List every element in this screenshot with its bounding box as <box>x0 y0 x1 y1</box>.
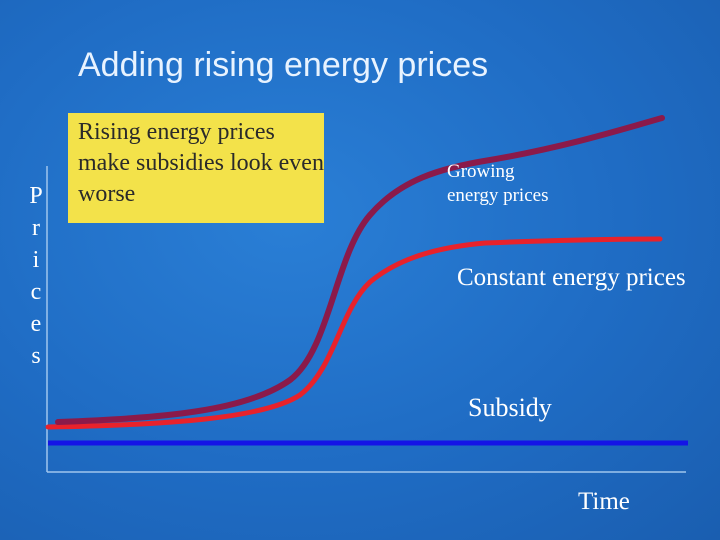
y-axis-letter: s <box>31 343 41 369</box>
subsidy-label: Subsidy <box>468 393 552 422</box>
y-axis-letter: i <box>32 247 40 273</box>
growing-price-curve <box>55 115 665 425</box>
growing-prices-label: Growing energy prices <box>447 161 549 206</box>
y-axis-letter: e <box>30 311 42 337</box>
y-axis-letter: r <box>32 215 40 241</box>
slide-title: Adding rising energy prices <box>78 46 489 84</box>
constant-price-curve <box>45 236 663 430</box>
y-axis-letter: P <box>29 183 43 209</box>
callout-box: Rising energy prices make subsidies look… <box>68 113 324 223</box>
y-axis-letter: c <box>30 279 42 305</box>
x-axis-label: Time <box>578 488 630 515</box>
constant-prices-label: Constant energy prices <box>457 264 686 291</box>
